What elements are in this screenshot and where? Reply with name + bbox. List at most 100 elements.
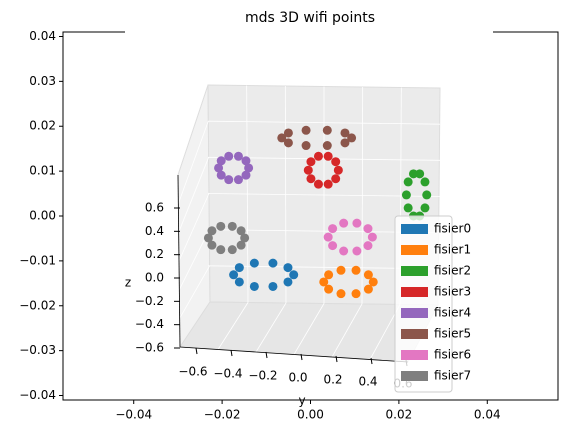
y3-tick-label: 0.4	[358, 375, 377, 389]
y3-tick	[195, 347, 198, 355]
legend-swatch	[401, 308, 428, 318]
y-tick-label: 0.01	[29, 164, 56, 178]
y-axis-label: y	[298, 394, 305, 408]
point	[363, 284, 373, 294]
point	[367, 232, 377, 242]
point	[216, 170, 226, 180]
legend-swatch	[401, 329, 428, 339]
point	[306, 157, 316, 167]
point	[331, 157, 341, 167]
y-tick-label: −0.01	[19, 253, 56, 267]
z-axis-label: z	[125, 276, 131, 290]
point	[420, 203, 430, 213]
z-tick-label: 0.2	[145, 247, 164, 261]
z-tick-label: −0.2	[135, 294, 164, 308]
x-tick-label: −0.04	[115, 408, 152, 422]
point	[352, 246, 362, 256]
point	[401, 190, 411, 200]
point	[227, 245, 237, 255]
point	[283, 277, 293, 287]
point	[289, 270, 299, 280]
point	[319, 277, 329, 287]
z-axis-line	[177, 174, 181, 348]
y3-tick-label: −0.4	[213, 367, 242, 381]
x-tick-label: 0.02	[386, 408, 413, 422]
point	[352, 218, 362, 228]
point	[214, 163, 224, 173]
point	[313, 151, 323, 161]
z-tick-label: 0.4	[145, 224, 164, 238]
point	[368, 277, 378, 287]
point	[234, 263, 244, 273]
pane-grid	[179, 265, 211, 319]
point	[415, 169, 425, 179]
point	[340, 138, 350, 148]
point	[283, 138, 293, 148]
pane-grid	[178, 157, 210, 233]
point	[249, 258, 259, 268]
legend-label: fisier2	[434, 264, 471, 278]
point	[283, 263, 293, 273]
point	[207, 226, 217, 236]
y3-tick-label: −0.2	[248, 369, 277, 383]
point	[324, 270, 334, 280]
y3-tick	[230, 349, 233, 357]
point	[323, 232, 333, 242]
point	[216, 156, 226, 166]
point	[322, 125, 332, 135]
legend-label: fisier7	[434, 369, 471, 383]
point	[422, 190, 432, 200]
point	[249, 281, 259, 291]
point	[244, 163, 254, 173]
y3-tick-label: −0.6	[178, 365, 207, 379]
y3-tick-label: 0.0	[288, 371, 307, 385]
x-tick-label: 0.00	[297, 408, 324, 422]
pane-grid	[255, 302, 287, 353]
point	[216, 221, 226, 231]
point	[340, 128, 350, 138]
point	[333, 165, 343, 175]
point	[301, 141, 311, 151]
point	[313, 179, 323, 189]
point	[233, 151, 243, 161]
point	[403, 203, 413, 213]
point	[323, 179, 333, 189]
point	[339, 246, 349, 256]
z-tick-label: −0.6	[135, 341, 164, 355]
legend-swatch	[401, 224, 428, 234]
point	[420, 177, 430, 187]
y3-tick	[370, 357, 373, 365]
point	[236, 226, 246, 236]
point	[241, 170, 251, 180]
z-tick-label: 0.6	[145, 201, 164, 215]
y-axis-line	[179, 346, 409, 363]
y-tick-label: −0.02	[19, 298, 56, 312]
x-tick-label: 0.04	[474, 408, 501, 422]
point	[323, 151, 333, 161]
pane-grid	[293, 303, 325, 355]
legend-label: fisier5	[434, 327, 471, 341]
legend-label: fisier1	[434, 243, 471, 257]
pane-grid	[331, 303, 363, 358]
point	[328, 224, 338, 234]
chart-title: mds 3D wifi points	[245, 10, 375, 26]
point	[277, 133, 287, 143]
point	[241, 156, 251, 166]
point	[229, 270, 239, 280]
y-tick-label: 0.02	[29, 119, 56, 133]
point	[351, 265, 361, 275]
y-tick-label: 0.03	[29, 74, 56, 88]
z-tick-label: −0.4	[135, 317, 164, 331]
legend-label: fisier0	[434, 222, 471, 236]
point	[336, 289, 346, 299]
legend-swatch	[401, 371, 428, 381]
legend-label: fisier3	[434, 285, 471, 299]
point	[203, 233, 213, 243]
point	[363, 241, 373, 251]
point	[331, 174, 341, 184]
point	[301, 125, 311, 135]
point	[233, 175, 243, 185]
point	[227, 221, 237, 231]
legend-box	[394, 215, 453, 393]
legend-label: fisier4	[434, 306, 471, 320]
